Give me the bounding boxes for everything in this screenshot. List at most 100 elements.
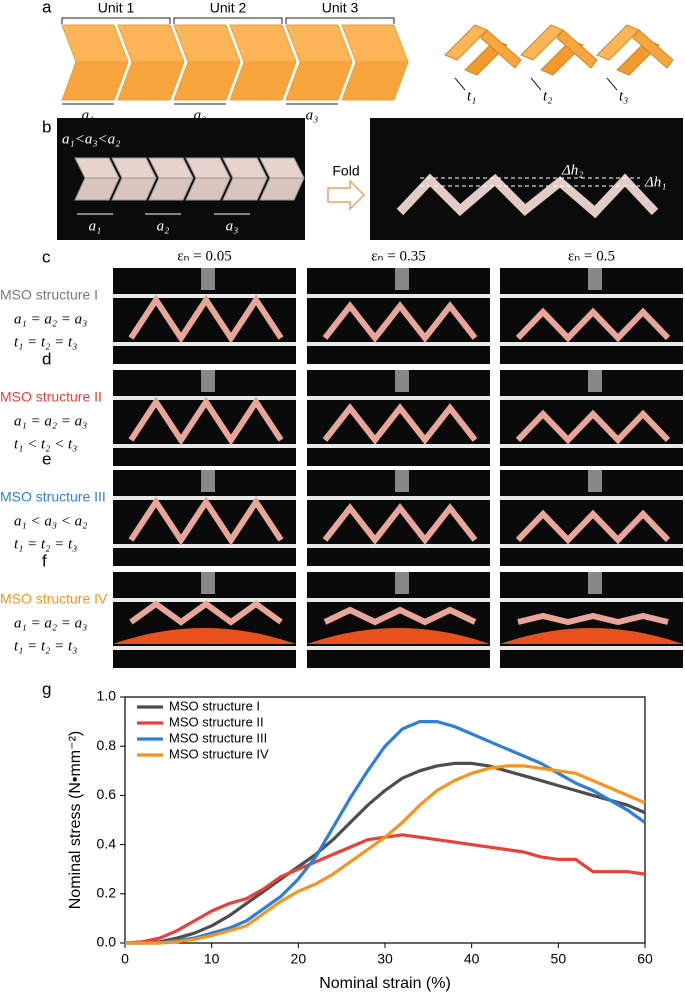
- width-condition: a₁ = a₂ = a₃: [14, 311, 87, 327]
- panel-label: f: [42, 551, 47, 570]
- panel-label: b: [42, 117, 51, 136]
- x-tick-label: 0: [121, 951, 129, 967]
- plate: [307, 444, 490, 448]
- specimen: [322, 503, 478, 545]
- x-tick-label: 20: [291, 951, 307, 967]
- fold-label: Fold: [332, 163, 359, 179]
- plunger: [395, 370, 409, 392]
- specimen: [517, 612, 669, 626]
- y-tick-label: 0.2: [97, 885, 117, 901]
- unit-brace: [61, 17, 171, 24]
- specimen: [323, 606, 477, 626]
- photo: [370, 118, 683, 240]
- specimen: [515, 509, 671, 545]
- condition-label: a₁<a₃<a₂: [62, 131, 120, 147]
- x-axis-title: Nominal strain (%): [319, 975, 451, 992]
- plunger: [588, 268, 602, 290]
- x-tick-label: 10: [204, 951, 220, 967]
- unit-label: Unit 1: [98, 0, 135, 16]
- structure-name: MSO structure II: [0, 389, 102, 405]
- structure-name: MSO structure IV: [0, 591, 108, 607]
- plunger: [201, 268, 215, 290]
- thickness-marker: [530, 77, 542, 91]
- soft-base: [113, 628, 296, 644]
- plate: [113, 598, 296, 602]
- plate: [500, 444, 683, 448]
- plate: [500, 544, 683, 548]
- plate: [307, 294, 490, 298]
- chevron-photo: [222, 177, 268, 201]
- plate: [307, 544, 490, 548]
- specimen: [515, 307, 671, 343]
- thickness-label: t₁: [467, 88, 476, 104]
- chevron-bottom: [61, 61, 129, 101]
- chevron-bottom: [229, 61, 297, 101]
- strain-label: εₙ = 0.5: [568, 248, 615, 264]
- plate: [113, 496, 296, 500]
- plunger: [201, 572, 215, 594]
- chevron-photo: [259, 177, 305, 201]
- plunger: [201, 370, 215, 392]
- plate: [113, 396, 296, 400]
- chevron-top: [229, 24, 297, 63]
- legend-label: MSO structure III: [169, 730, 267, 745]
- plunger: [588, 370, 602, 392]
- x-tick-label: 50: [551, 951, 567, 967]
- plate: [307, 396, 490, 400]
- chevron-top: [173, 24, 241, 63]
- plunger: [588, 470, 602, 492]
- height-label: Δh₂: [561, 162, 584, 178]
- chevron-top: [61, 24, 129, 63]
- chevron-top: [341, 24, 409, 63]
- specimen: [128, 496, 284, 546]
- width-label: a₁: [89, 218, 102, 234]
- unit-brace: [285, 17, 395, 24]
- structure-name: MSO structure I: [0, 287, 98, 303]
- panel-label: a: [42, 0, 52, 16]
- plate: [500, 294, 683, 298]
- plate: [113, 544, 296, 548]
- plate: [113, 646, 296, 650]
- legend-label: MSO structure II: [169, 714, 264, 729]
- plate: [113, 444, 296, 448]
- plate: [307, 496, 490, 500]
- folded-photo: [396, 173, 659, 219]
- series-line: [124, 833, 646, 945]
- thickness-condition: t₁ = t₂ = t₃: [14, 334, 77, 350]
- legend-label: MSO structure IV: [169, 746, 269, 761]
- chevron-bottom: [285, 61, 353, 101]
- plate: [500, 646, 683, 650]
- plate: [500, 396, 683, 400]
- specimen: [322, 403, 478, 445]
- plunger: [588, 572, 602, 594]
- y-tick-label: 0.6: [97, 786, 117, 802]
- width-label: a₃: [226, 218, 239, 234]
- chevron-top: [285, 24, 353, 63]
- thickness-condition: t₁ < t₂ < t₃: [14, 436, 77, 452]
- thickness-label: t₃: [619, 88, 628, 104]
- thickness-marker: [606, 77, 618, 91]
- thickness-marker: [454, 77, 466, 91]
- panel-label: c: [42, 247, 51, 266]
- plate: [113, 294, 296, 298]
- width-condition: a₁ = a₂ = a₃: [14, 615, 87, 631]
- strain-label: εₙ = 0.35: [371, 248, 426, 264]
- width-label: a₂: [157, 218, 170, 234]
- folded-panel: [632, 29, 674, 69]
- plate: [307, 342, 490, 346]
- unit-label: Unit 2: [210, 0, 247, 16]
- plate: [307, 646, 490, 650]
- specimen: [128, 294, 284, 344]
- chevron-photo: [148, 177, 194, 201]
- chevron-photo: [185, 177, 231, 201]
- specimen: [129, 600, 283, 626]
- specimen: [128, 396, 284, 446]
- specimen: [322, 301, 478, 343]
- unit-brace: [173, 17, 283, 24]
- specimen: [515, 409, 671, 445]
- x-tick-label: 60: [637, 951, 653, 967]
- fold-arrow: [327, 179, 366, 211]
- width-condition: a₁ < a₃ < a₂: [14, 513, 87, 529]
